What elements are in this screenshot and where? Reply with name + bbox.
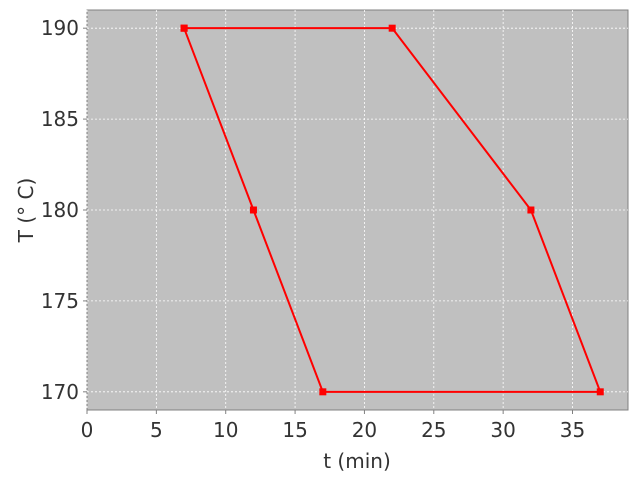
x-axis-label: t (min) — [323, 449, 391, 473]
x-tick-label: 10 — [213, 418, 238, 442]
x-tick-label: 35 — [560, 418, 585, 442]
y-tick-label: 190 — [41, 16, 79, 40]
data-point — [249, 206, 257, 214]
data-point — [319, 388, 327, 396]
series — [180, 24, 604, 396]
x-tick-label: 0 — [81, 418, 94, 442]
ticks: 0 5 10 15 20 25 30 35 170 175 180 185 190 — [41, 16, 585, 442]
data-point — [596, 388, 604, 396]
y-tick-label: 175 — [41, 289, 79, 313]
data-point — [180, 24, 188, 32]
x-tick-label: 30 — [490, 418, 515, 442]
y-tick-label: 180 — [41, 198, 79, 222]
data-point — [527, 206, 535, 214]
data-point — [388, 24, 396, 32]
y-axis-label: T (° C) — [14, 178, 38, 244]
x-tick-label: 25 — [421, 418, 446, 442]
plot-area — [86, 9, 629, 411]
y-tick-label: 170 — [41, 380, 79, 404]
y-tick-label: 185 — [41, 107, 79, 131]
x-tick-label: 15 — [282, 418, 307, 442]
x-tick-label: 20 — [352, 418, 377, 442]
x-tick-label: 5 — [150, 418, 163, 442]
